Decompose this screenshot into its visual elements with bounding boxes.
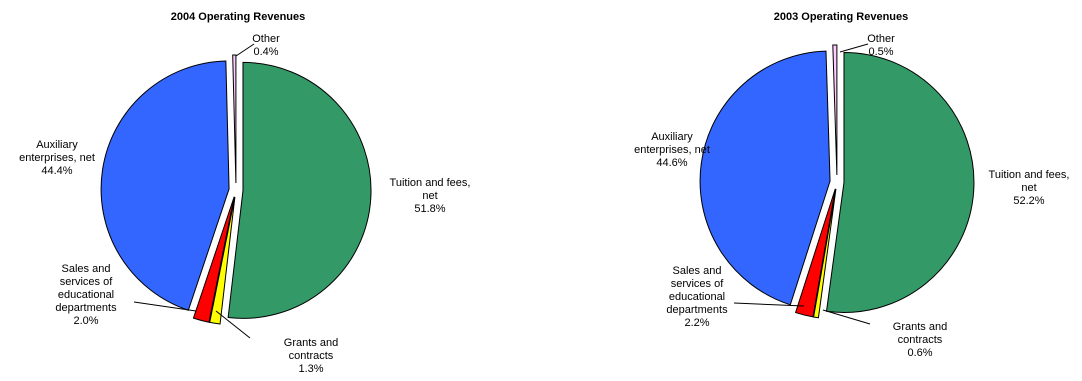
slice-percent: 0.5% <box>868 46 893 58</box>
slice-percent: 2.2% <box>684 317 709 329</box>
slice-label-line: services of <box>60 276 114 288</box>
slice-percent: 0.4% <box>253 46 278 58</box>
pie-slice-tuition-and-fees-net <box>228 62 371 318</box>
slice-label-other: Other 0.5% <box>867 33 895 58</box>
slice-label-line: Sales and <box>673 265 722 277</box>
slice-label-line: services of <box>671 278 725 290</box>
pie-slice-tuition-and-fees-net <box>826 52 973 312</box>
slice-percent: 51.8% <box>414 203 445 215</box>
slice-label-line: Tuition and fees, <box>989 169 1070 181</box>
slice-label-line: departments <box>666 304 728 316</box>
slice-label-line: Auxiliary <box>651 131 693 143</box>
slice-label-line: enterprises, net <box>634 144 710 156</box>
pie-chart-2004: 2004 Operating Revenues Tuition and fees… <box>19 11 470 375</box>
pie-slice-other <box>833 45 837 175</box>
slice-label-line: enterprises, net <box>19 152 95 164</box>
slice-label-grants-and-contracts: Grants and contracts 1.3% <box>284 337 338 375</box>
slice-percent: 52.2% <box>1013 195 1044 207</box>
slice-label-line: departments <box>55 302 117 314</box>
slice-label-line: Sales and <box>62 263 111 275</box>
chart-title: 2003 Operating Revenues <box>774 11 909 23</box>
leader-line <box>236 44 254 56</box>
leader-line <box>734 303 804 306</box>
slice-label-auxiliary-enterprises-net: Auxiliary enterprises, net 44.4% <box>19 139 95 177</box>
slice-label-line: educational <box>58 289 114 301</box>
slice-label-line: Tuition and fees, <box>390 177 471 189</box>
slice-label-line: net <box>422 190 437 202</box>
slice-label-sales-and-services-of-educational-departments: Sales and services of educational departmen… <box>666 265 728 329</box>
slice-percent: 0.6% <box>907 347 932 359</box>
chart-title: 2004 Operating Revenues <box>171 11 306 23</box>
slice-label-tuition-and-fees-net: Tuition and fees, net 51.8% <box>390 177 471 215</box>
slice-label-line: Auxiliary <box>36 139 78 151</box>
slice-label-line: educational <box>669 291 725 303</box>
slice-label-line: net <box>1021 182 1036 194</box>
slice-percent: 44.6% <box>656 157 687 169</box>
slice-percent: 44.4% <box>41 165 72 177</box>
slice-label-tuition-and-fees-net: Tuition and fees, net 52.2% <box>989 169 1070 207</box>
slice-label-other: Other 0.4% <box>252 33 280 58</box>
slice-label-line: contracts <box>289 350 334 362</box>
slice-percent: 1.3% <box>298 363 323 375</box>
slice-label-sales-and-services-of-educational-departments: Sales and services of educational departmen… <box>55 263 117 327</box>
pie-slice-other <box>233 55 236 183</box>
slice-label-grants-and-contracts: Grants and contracts 0.6% <box>893 321 947 359</box>
pie-chart-2003: 2003 Operating Revenues Tuition and fees… <box>634 11 1069 359</box>
slice-label-line: contracts <box>898 334 943 346</box>
slice-label-auxiliary-enterprises-net: Auxiliary enterprises, net 44.6% <box>634 131 710 169</box>
slice-percent: 2.0% <box>73 315 98 327</box>
slice-label-line: Grants and <box>893 321 947 333</box>
leader-line <box>840 44 868 52</box>
slice-label-line: Other <box>867 33 895 45</box>
slice-label-line: Grants and <box>284 337 338 349</box>
slice-label-line: Other <box>252 33 280 45</box>
